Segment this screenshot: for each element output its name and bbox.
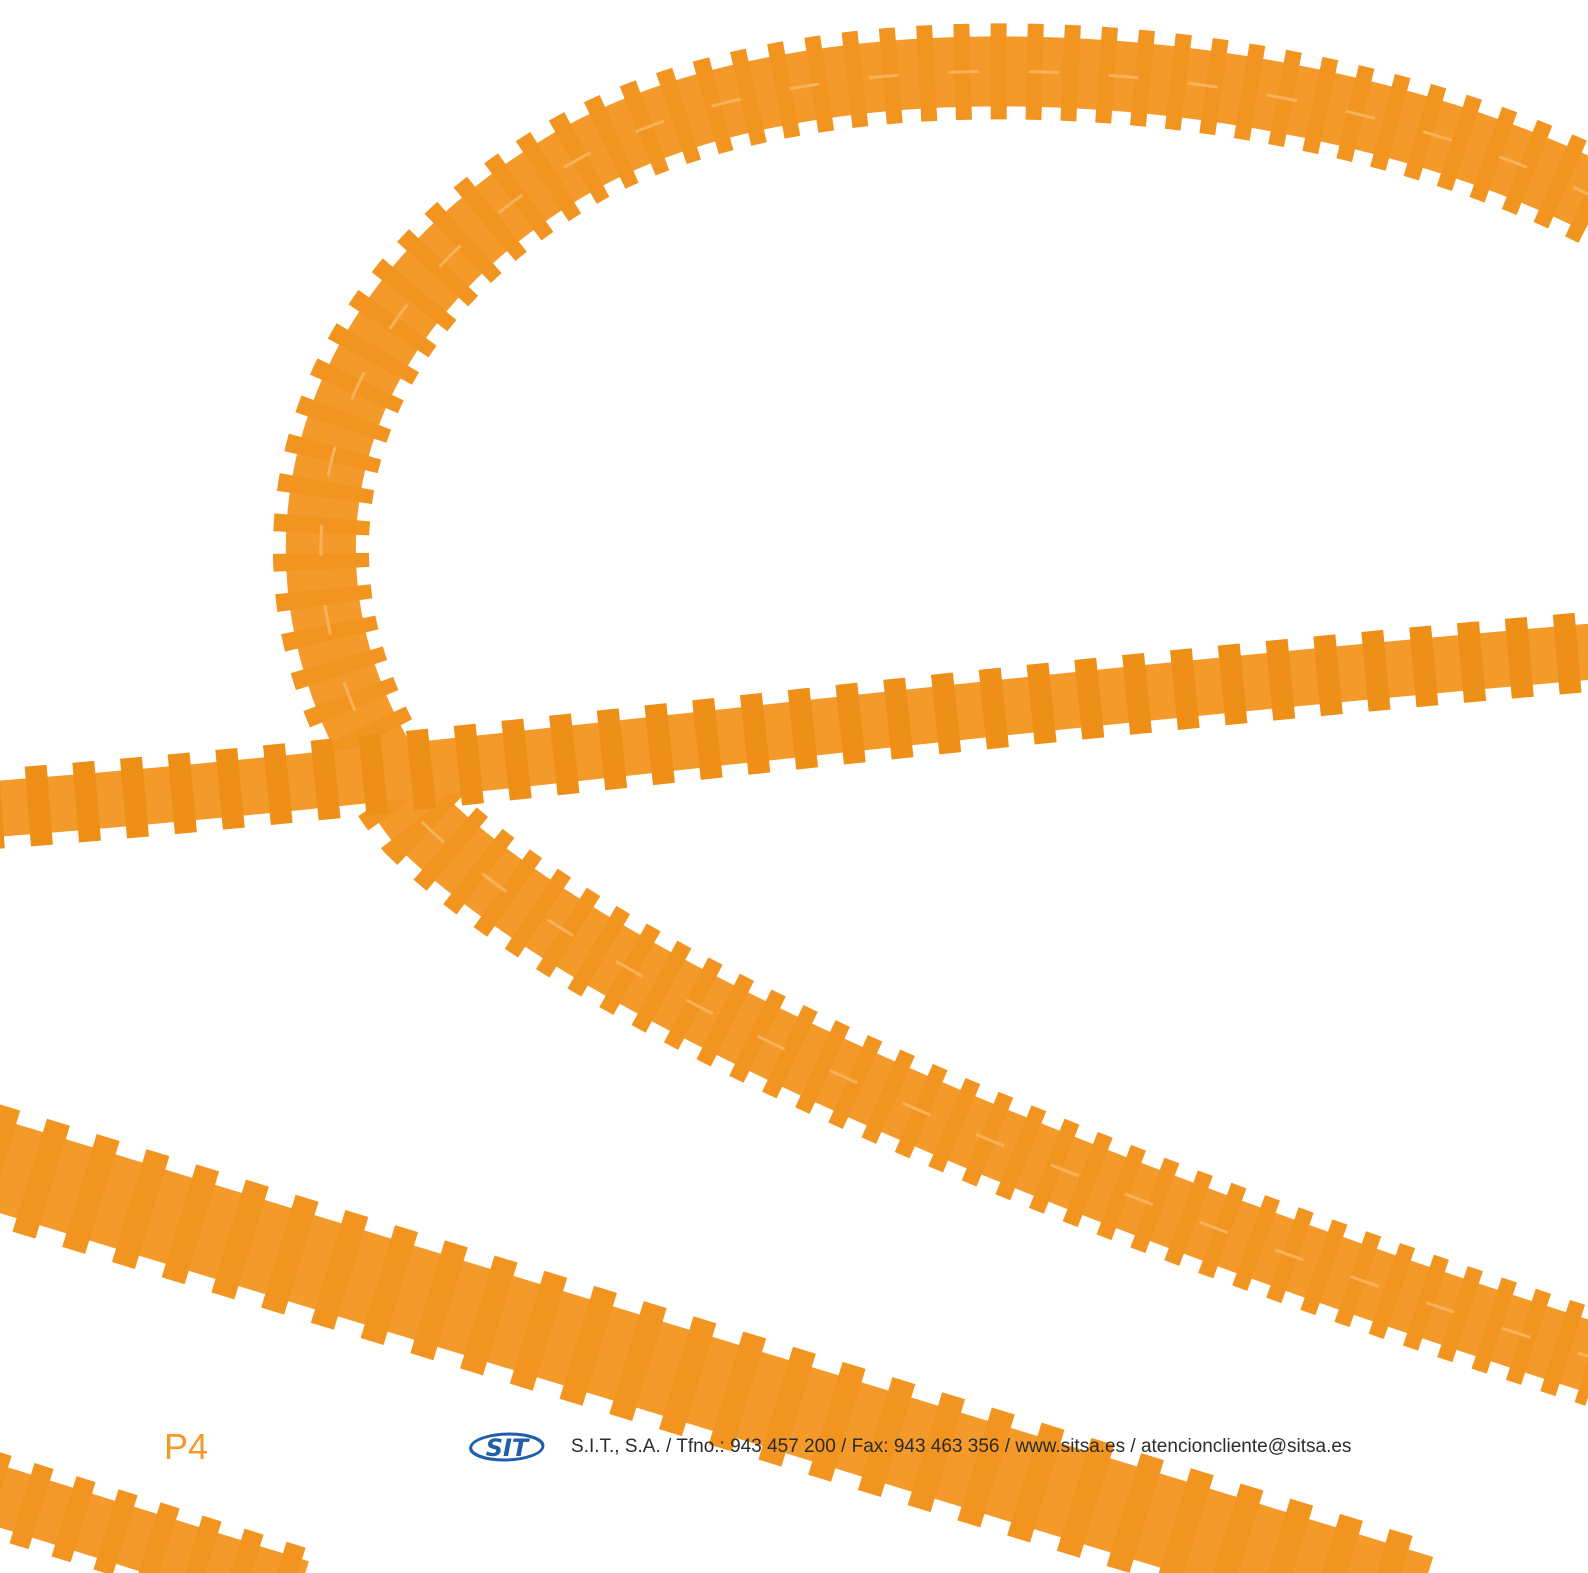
belt-teeth [0, 1452, 313, 1573]
belt-teeth [0, 611, 1588, 849]
belt-teeth [272, 23, 1588, 1406]
belt-teeth [0, 1104, 1438, 1573]
footer-text: S.I.T., S.A. / Tfno.: 943 457 200 / Fax:… [571, 1436, 1352, 1457]
logo-ring [469, 1432, 545, 1462]
belts [0, 23, 1588, 1573]
logo-text: SIT [486, 1434, 530, 1462]
logo: SIT [469, 1432, 545, 1462]
page-number: P4 [164, 1426, 209, 1467]
